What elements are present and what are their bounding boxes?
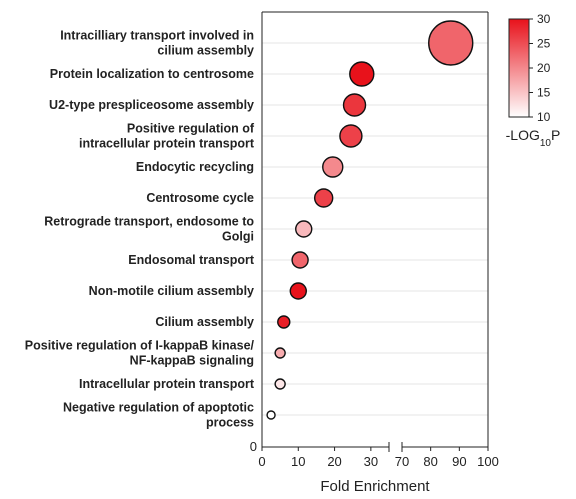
- data-point: [349, 61, 375, 87]
- y-origin-label: 0: [250, 439, 257, 454]
- category-label: Golgi: [222, 230, 254, 244]
- category-label: NF-kappaB signaling: [130, 354, 254, 368]
- data-point: [313, 188, 334, 208]
- category-label: cilium assembly: [157, 44, 254, 58]
- data-point: [266, 410, 276, 420]
- category-label: U2-type prespliceosome assembly: [49, 98, 254, 112]
- category-label: Cilium assembly: [155, 315, 254, 329]
- x-tick-label: 10: [291, 454, 305, 469]
- x-tick-label: 90: [452, 454, 466, 469]
- colorbar: [508, 18, 530, 118]
- category-label: Negative regulation of apoptotic: [63, 401, 254, 415]
- category-label: Endocytic recycling: [136, 160, 254, 174]
- category-label: Protein localization to centrosome: [50, 67, 254, 81]
- x-tick-label: 30: [364, 454, 378, 469]
- category-label: Non-motile cilium assembly: [89, 284, 254, 298]
- x-tick-label: 70: [395, 454, 409, 469]
- category-label: Retrograde transport, endosome to: [44, 215, 254, 229]
- category-label: intracellular protein transport: [79, 137, 255, 151]
- category-label: Intracilliary transport involved in: [60, 29, 254, 43]
- data-point: [277, 315, 291, 329]
- x-axis-title: Fold Enrichment: [320, 478, 430, 495]
- data-point: [428, 20, 474, 66]
- data-point: [339, 124, 363, 148]
- colorbar-tick-label: 10: [537, 110, 551, 124]
- data-point: [289, 282, 307, 300]
- category-label: Intracellular protein transport: [79, 377, 255, 391]
- category-label: Centrosome cycle: [146, 191, 254, 205]
- x-tick-label: 100: [477, 454, 499, 469]
- colorbar-title: -LOG10P: [506, 127, 561, 149]
- colorbar-tick-label: 30: [537, 12, 551, 26]
- data-point: [342, 93, 367, 117]
- data-point: [291, 251, 309, 269]
- x-tick-label: 80: [423, 454, 437, 469]
- category-label: Positive regulation of: [127, 122, 255, 136]
- data-point: [295, 220, 313, 238]
- category-label: process: [206, 416, 254, 430]
- colorbar-tick-label: 20: [537, 61, 551, 75]
- data-point: [274, 378, 286, 390]
- category-label: Endosomal transport: [128, 253, 255, 267]
- colorbar-tick-label: 15: [537, 86, 551, 100]
- data-point: [322, 156, 344, 178]
- category-label: Positive regulation of I-kappaB kinase/: [25, 339, 255, 353]
- x-tick-label: 20: [327, 454, 341, 469]
- data-point: [274, 347, 286, 359]
- colorbar-tick-label: 25: [537, 37, 551, 51]
- x-tick-label: 0: [258, 454, 265, 469]
